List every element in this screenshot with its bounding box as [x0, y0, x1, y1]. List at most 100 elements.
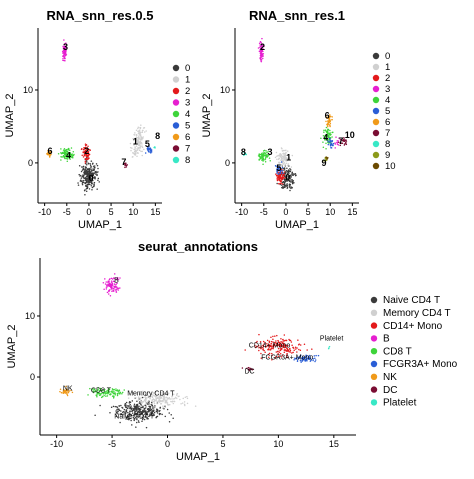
- data-point-b: [113, 277, 115, 279]
- data-point-cd14-mono: [266, 339, 269, 342]
- chart-panel-seurat-annotations: seurat_annotations -10 -5 0 5 10 15 0 10 UMAP_1 UM…: [6, 239, 458, 463]
- data-point-0: [97, 177, 100, 180]
- data-point-fcgr3a-mono: [312, 359, 314, 362]
- data-point-5: [281, 166, 284, 169]
- data-point-4: [332, 131, 334, 133]
- data-point-memory-cd4-t: [135, 397, 137, 399]
- data-point-2: [86, 154, 89, 157]
- data-point-0: [86, 183, 89, 186]
- cluster-label-1: 1: [286, 153, 291, 163]
- data-point-3: [261, 53, 264, 56]
- data-point-cd8-t: [121, 393, 123, 395]
- data-point-memory-cd4-t: [186, 402, 189, 405]
- data-point-5: [330, 147, 333, 149]
- data-point-naive-cd4-t: [134, 412, 136, 415]
- data-point-1: [135, 152, 137, 154]
- data-point-memory-cd4-t: [152, 398, 155, 400]
- data-point-naive-cd4-t: [151, 412, 153, 414]
- data-point-0: [80, 170, 83, 173]
- data-point-0: [87, 183, 90, 186]
- data-point-naive-cd4-t: [137, 406, 139, 408]
- data-point-0: [82, 174, 84, 176]
- data-point-b: [106, 291, 109, 294]
- data-point-naive-cd4-t: [125, 411, 128, 413]
- data-point-cd8-t: [92, 391, 95, 394]
- data-point-memory-cd4-t: [168, 403, 171, 406]
- data-point-1: [282, 156, 285, 158]
- data-point-2: [85, 157, 87, 160]
- legend-swatch-4: [172, 110, 180, 118]
- data-point-cd8-t: [123, 389, 125, 391]
- data-point-cd8-t: [89, 387, 91, 390]
- legend-swatch-0: [372, 52, 380, 60]
- data-point-cd14-mono: [258, 349, 260, 352]
- data-point-6: [329, 122, 332, 125]
- data-point-0: [86, 164, 88, 166]
- data-point-nk: [70, 389, 72, 392]
- data-point-3: [260, 56, 263, 58]
- data-point-nk: [60, 391, 63, 394]
- data-point-1: [137, 143, 140, 146]
- data-point-0: [85, 175, 88, 178]
- data-point-naive-cd4-t: [144, 410, 147, 413]
- data-point-naive-cd4-t: [132, 415, 135, 417]
- data-point-b: [105, 286, 108, 288]
- data-point-b: [105, 281, 107, 283]
- data-point-b: [116, 287, 119, 290]
- data-point-0: [283, 168, 286, 170]
- data-point-nk: [59, 388, 62, 391]
- data-point-naive-cd4-t: [141, 410, 144, 413]
- legend-label-1: 1: [185, 75, 190, 86]
- legend-label-6: 6: [385, 117, 390, 128]
- data-point-fcgr3a-mono: [293, 358, 295, 361]
- data-point-cd8-t: [97, 388, 99, 391]
- data-point-4: [265, 154, 267, 156]
- data-point-4: [259, 153, 261, 156]
- data-point-cd14-mono: [277, 350, 279, 352]
- data-point-1: [280, 153, 282, 156]
- data-point-0: [281, 184, 283, 186]
- data-point-5: [278, 172, 281, 174]
- data-point-memory-cd4-t: [160, 402, 163, 405]
- data-point-0: [83, 171, 86, 174]
- data-point-cd14-mono: [264, 351, 266, 353]
- data-point-memory-cd4-t: [180, 403, 182, 405]
- data-point-1: [132, 137, 134, 140]
- data-point-4: [71, 153, 74, 155]
- data-point-7: [341, 142, 344, 145]
- data-point-memory-cd4-t: [159, 391, 162, 394]
- data-point-0: [89, 183, 91, 186]
- data-point-fcgr3a-mono: [296, 357, 298, 359]
- data-point-b: [115, 290, 117, 292]
- legend-swatch-5: [172, 122, 180, 129]
- data-point-0: [86, 168, 89, 170]
- data-point-b: [110, 280, 113, 282]
- data-point-0: [87, 172, 90, 175]
- data-point-2: [88, 157, 90, 159]
- data-point-4: [261, 152, 263, 155]
- data-point-fcgr3a-mono: [298, 357, 300, 359]
- data-point-fcgr3a-mono: [317, 354, 320, 357]
- data-point-5: [277, 173, 280, 175]
- data-point-memory-cd4-t: [151, 400, 153, 402]
- data-point-5: [277, 165, 280, 168]
- data-point-cd14-mono: [283, 334, 286, 336]
- data-point-memory-cd4-t: [156, 400, 158, 403]
- data-point-cd14-mono: [297, 339, 299, 341]
- data-point-cd14-mono: [263, 349, 265, 352]
- data-point-nk: [65, 388, 68, 390]
- data-point-0: [293, 173, 296, 175]
- chart-panel-rna-snn-res-0-5: RNA_snn_res.0.5-10 -5 0 5 10 15010UMAP_1UMAP_…: [4, 8, 190, 231]
- data-point-cd14-mono: [283, 342, 285, 345]
- data-point-0: [290, 187, 292, 190]
- data-point-memory-cd4-t: [149, 397, 151, 400]
- data-point-cd14-mono: [274, 335, 276, 337]
- data-point-memory-cd4-t: [159, 394, 162, 396]
- data-point-2: [278, 176, 281, 178]
- legend-swatch-7: [372, 129, 380, 137]
- data-point-cd14-mono: [266, 342, 268, 345]
- data-point-naive-cd4-t: [132, 416, 135, 419]
- data-point-memory-cd4-t: [162, 407, 164, 409]
- point-layer: [46, 39, 156, 196]
